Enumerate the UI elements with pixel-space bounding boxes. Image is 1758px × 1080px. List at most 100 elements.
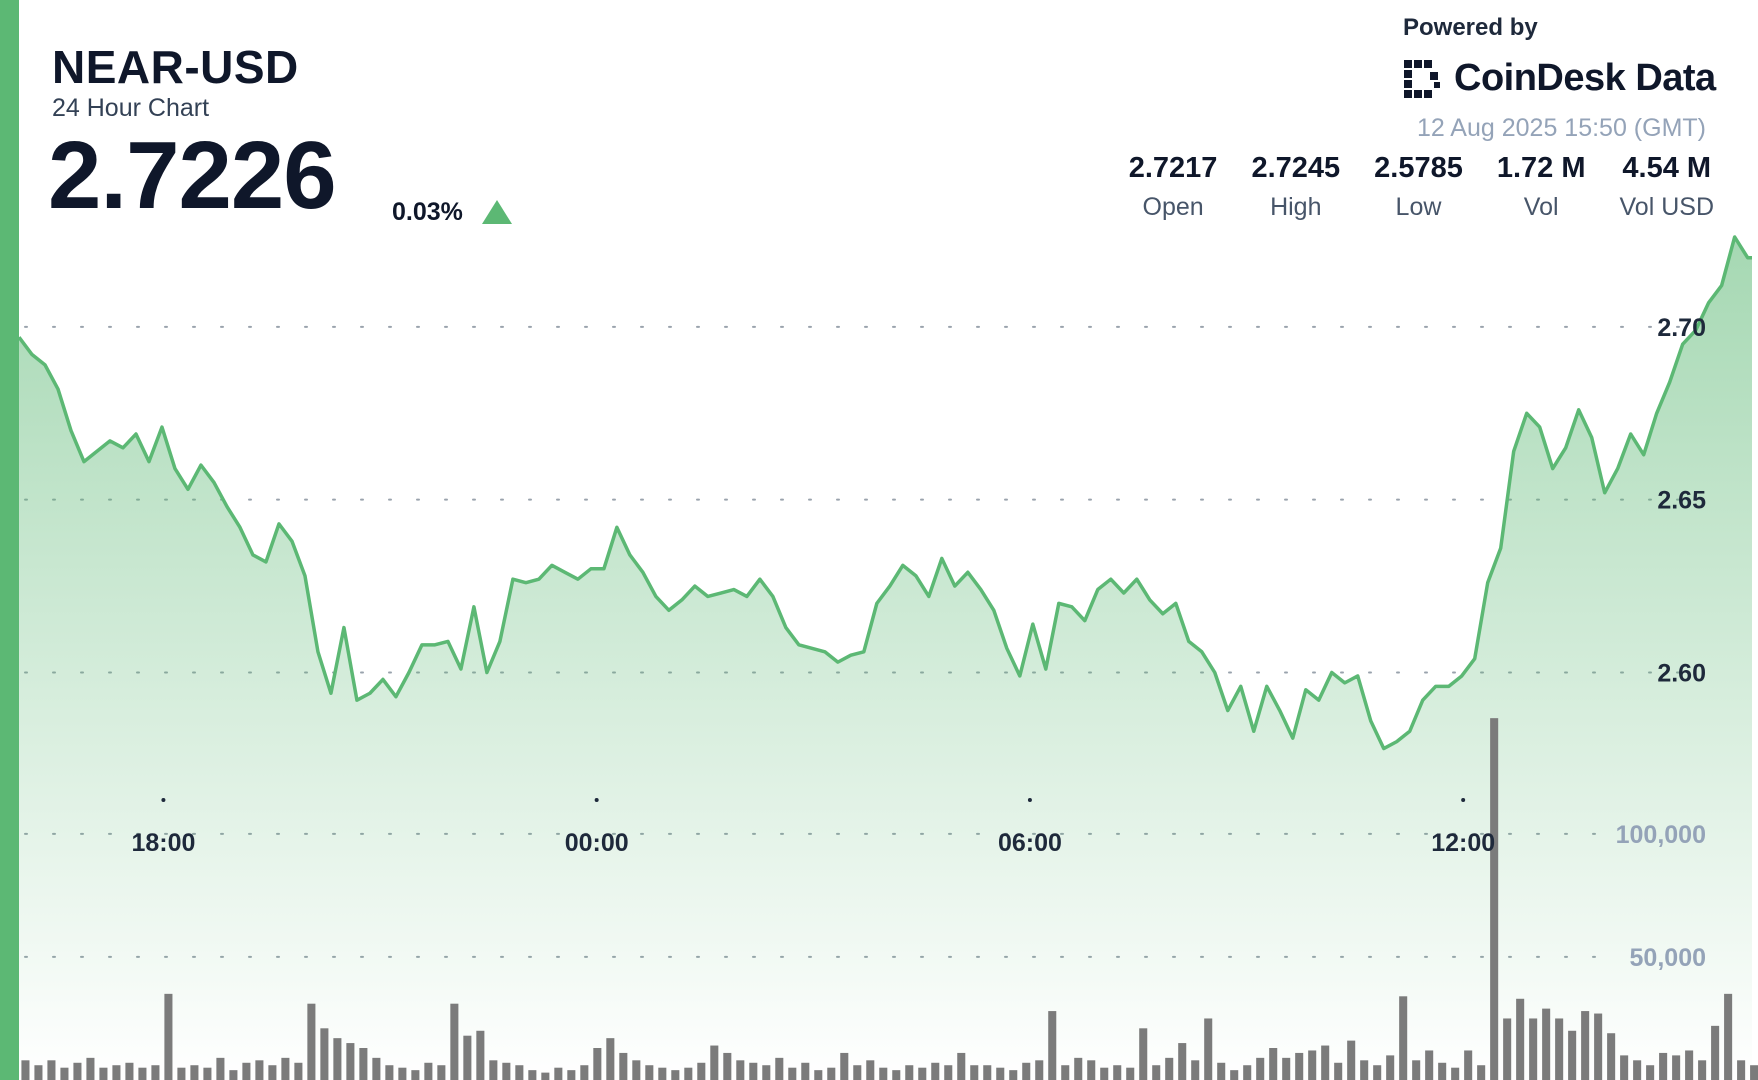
volume-bar: [138, 1067, 147, 1080]
stat-value: 2.7245: [1251, 152, 1341, 184]
volume-bar: [775, 1057, 784, 1080]
volume-bar: [853, 1065, 862, 1080]
volume-bar: [762, 1065, 771, 1080]
powered-by-label: Powered by: [1403, 14, 1538, 41]
volume-bar: [1607, 1033, 1616, 1080]
volume-bar: [619, 1052, 628, 1080]
chart-subtitle: 24 Hour Chart: [52, 94, 210, 122]
volume-bar: [697, 1062, 706, 1080]
volume-bar: [944, 1065, 953, 1080]
volume-bar: [450, 1003, 459, 1080]
symbol-title: NEAR-USD: [52, 41, 299, 93]
volume-bar: [1594, 1013, 1603, 1080]
volume-bar: [1516, 998, 1525, 1080]
volume-bar: [1165, 1057, 1174, 1080]
volume-bar: [1581, 1011, 1590, 1080]
volume-bar: [801, 1062, 810, 1080]
volume-bar: [372, 1057, 381, 1080]
volume-bar: [1334, 1062, 1343, 1080]
brand-logo: CoinDesk Data: [1400, 54, 1716, 102]
stat-open: 2.7217 Open: [1129, 152, 1218, 222]
volume-bar: [1425, 1050, 1434, 1080]
volume-bar: [866, 1060, 875, 1080]
volume-bar: [359, 1048, 368, 1080]
volume-bar: [1191, 1060, 1200, 1080]
volume-bar: [47, 1060, 56, 1080]
volume-bar: [1711, 1025, 1720, 1080]
volume-bar: [86, 1057, 95, 1080]
volume-tick-label: 50,000: [1630, 944, 1706, 972]
volume-bar: [1698, 1060, 1707, 1080]
volume-bar: [1347, 1040, 1356, 1080]
stat-vol: 1.72 M Vol: [1497, 152, 1586, 222]
volume-bar: [21, 1060, 30, 1080]
volume-bar: [125, 1062, 134, 1080]
volume-bar: [970, 1065, 979, 1080]
volume-bar: [1074, 1057, 1083, 1080]
volume-bar: [1633, 1060, 1642, 1080]
price-tick-label: 2.70: [1657, 314, 1706, 342]
volume-bar: [1282, 1057, 1291, 1080]
volume-bar: [567, 1070, 576, 1080]
volume-bar: [606, 1038, 615, 1080]
volume-bar: [164, 993, 173, 1080]
volume-bar: [580, 1065, 589, 1080]
volume-bar: [1022, 1062, 1031, 1080]
volume-bar: [1113, 1065, 1122, 1080]
volume-bar: [1620, 1055, 1629, 1080]
volume-bar: [1451, 1067, 1460, 1080]
volume-bar: [1685, 1050, 1694, 1080]
x-tick-label: 18:00: [131, 829, 195, 857]
volume-bar: [1750, 1065, 1758, 1080]
x-tick-mark: [1027, 798, 1032, 802]
volume-bar: [827, 1067, 836, 1080]
stat-value: 4.54 M: [1622, 152, 1712, 184]
volume-bar: [671, 1070, 680, 1080]
volume-bar: [1360, 1060, 1369, 1080]
stat-high: 2.7245 High: [1251, 152, 1340, 222]
volume-bar: [255, 1060, 264, 1080]
volume-bar: [1555, 1018, 1564, 1080]
volume-bar: [398, 1067, 407, 1080]
volume-bar: [1672, 1055, 1681, 1080]
volume-bar: [1035, 1060, 1044, 1080]
volume-bar: [658, 1067, 667, 1080]
stat-label: Low: [1395, 193, 1442, 221]
volume-bar: [684, 1067, 693, 1080]
volume-bar: [216, 1057, 225, 1080]
volume-bar: [593, 1048, 602, 1080]
volume-bar: [177, 1067, 186, 1080]
price-area-fill: [19, 237, 1752, 1080]
volume-bar: [320, 1028, 329, 1080]
up-arrow-icon: [482, 200, 512, 224]
volume-bar: [996, 1067, 1005, 1080]
volume-bar: [1438, 1062, 1447, 1080]
coindesk-logo-icon: [1404, 60, 1440, 98]
volume-bar: [957, 1052, 966, 1080]
volume-bar: [281, 1057, 290, 1080]
volume-bar: [788, 1067, 797, 1080]
volume-bar: [1737, 1060, 1746, 1080]
x-tick-mark: [1461, 798, 1466, 802]
price-area: [19, 237, 1752, 1080]
stat-value: 2.5785: [1374, 152, 1463, 184]
x-tick-label: 00:00: [565, 829, 629, 857]
volume-bar: [1568, 1030, 1577, 1080]
volume-bar: [1659, 1052, 1668, 1080]
price-tick-label: 2.60: [1657, 660, 1706, 688]
price-line-group: [17, 235, 1752, 751]
x-tick-label: 12:00: [1431, 829, 1495, 857]
volume-bar: [723, 1052, 732, 1080]
volume-bar: [1477, 1065, 1486, 1080]
stat-label: High: [1270, 193, 1322, 221]
volume-bar: [1230, 1070, 1239, 1080]
volume-bar: [736, 1060, 745, 1080]
stat-low: 2.5785 Low: [1374, 152, 1463, 222]
volume-bar: [840, 1052, 849, 1080]
stat-vol-usd: 4.54 M Vol USD: [1620, 152, 1714, 222]
volume-bar: [1048, 1011, 1057, 1080]
volume-bar: [190, 1065, 199, 1080]
brand-name: CoinDesk Data: [1454, 56, 1716, 99]
price-tick-label: 2.65: [1657, 487, 1706, 515]
volume-bar: [1373, 1065, 1382, 1080]
